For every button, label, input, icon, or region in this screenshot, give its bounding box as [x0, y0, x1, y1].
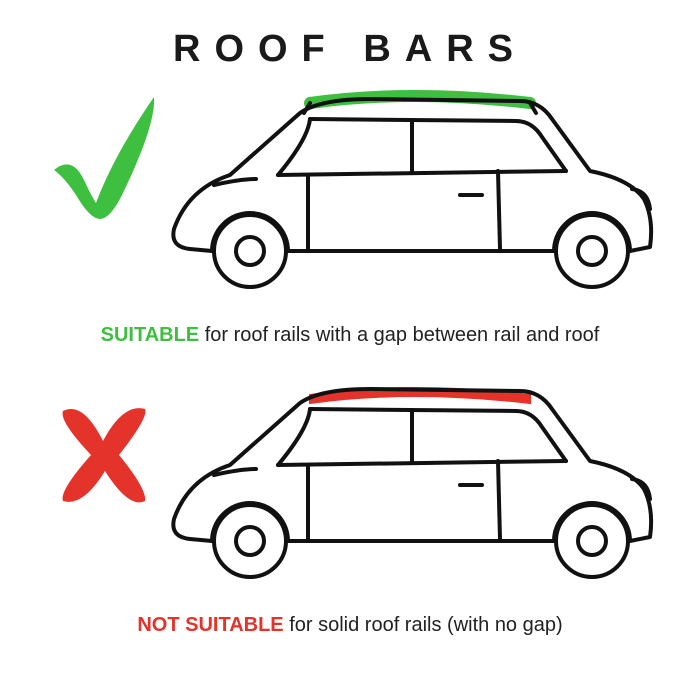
suitable-caption-rest: for roof rails with a gap between rail a…	[199, 324, 599, 346]
cross-icon	[44, 393, 164, 518]
not-suitable-caption-lead: NOT SUITABLE	[137, 614, 283, 636]
not-suitable-car	[160, 369, 660, 599]
suitable-car	[160, 79, 660, 309]
suitable-panel: SUITABLE for roof rails with a gap betwe…	[0, 79, 700, 369]
page-title: ROOF BARS	[0, 0, 700, 79]
suitable-caption-lead: SUITABLE	[101, 324, 200, 346]
suitable-caption: SUITABLE for roof rails with a gap betwe…	[0, 324, 700, 347]
check-icon	[44, 85, 164, 230]
not-suitable-caption: NOT SUITABLE for solid roof rails (with …	[0, 614, 700, 637]
not-suitable-caption-rest: for solid roof rails (with no gap)	[284, 614, 563, 636]
not-suitable-panel: NOT SUITABLE for solid roof rails (with …	[0, 369, 700, 659]
